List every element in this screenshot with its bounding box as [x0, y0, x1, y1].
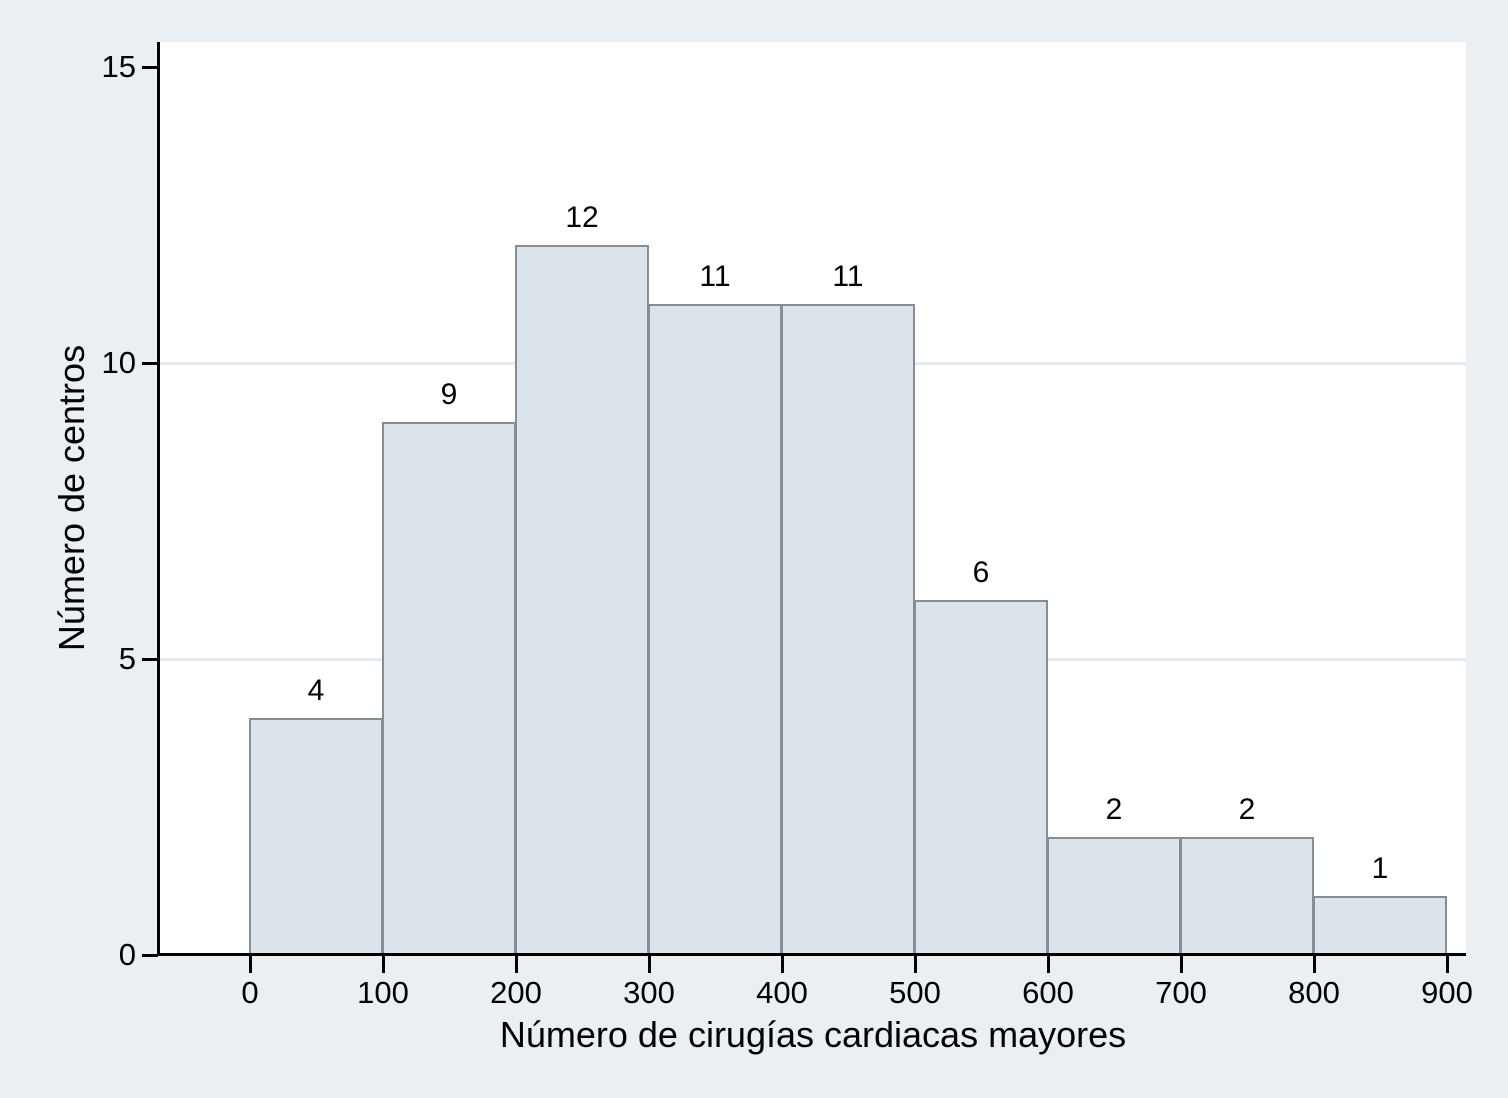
x-tick-label: 900 — [1421, 975, 1473, 1010]
y-axis-title: Número de centros — [51, 344, 92, 652]
x-tick-label: 500 — [889, 975, 941, 1010]
x-tick-700 — [1180, 956, 1183, 973]
x-tick-100 — [382, 956, 385, 973]
x-axis-title: Número de cirugías cardiacas mayores — [499, 1014, 1127, 1055]
bar-value-label: 9 — [440, 378, 458, 412]
x-axis-line — [157, 953, 1466, 956]
x-tick-label: 800 — [1288, 975, 1340, 1010]
histogram-bar — [648, 303, 782, 955]
x-tick-400 — [781, 956, 784, 973]
bar-value-label: 1 — [1371, 851, 1389, 885]
x-tick-label: 300 — [623, 975, 675, 1010]
x-tick-label: 100 — [357, 975, 409, 1010]
x-tick-label: 600 — [1022, 975, 1074, 1010]
x-tick-label: 400 — [756, 975, 808, 1010]
x-tick-900 — [1446, 956, 1449, 973]
y-axis-line — [157, 42, 160, 956]
x-tick-800 — [1313, 956, 1316, 973]
histogram-bar — [914, 599, 1048, 955]
x-tick-300 — [648, 956, 651, 973]
x-tick-label: 200 — [490, 975, 542, 1010]
histogram-bar — [382, 422, 516, 955]
x-tick-200 — [515, 956, 518, 973]
x-tick-600 — [1047, 956, 1050, 973]
histogram-bar — [1313, 895, 1447, 955]
y-tick-5 — [142, 658, 158, 661]
y-tick-0 — [142, 954, 158, 957]
y-tick-label: 10 — [101, 345, 136, 380]
x-tick-500 — [914, 956, 917, 973]
y-tick-15 — [142, 66, 158, 69]
histogram-bar — [781, 303, 915, 955]
histogram-bar — [515, 244, 649, 955]
histogram-bar — [249, 718, 383, 955]
y-tick-label: 15 — [101, 49, 136, 84]
histogram-bar — [1180, 836, 1314, 955]
bar-value-label: 2 — [1238, 792, 1256, 826]
bar-value-label: 12 — [565, 200, 599, 234]
bar-value-label: 6 — [972, 555, 990, 589]
x-tick-0 — [249, 956, 252, 973]
y-tick-label: 5 — [118, 641, 136, 676]
bar-value-label: 4 — [307, 674, 325, 708]
x-tick-label: 700 — [1155, 975, 1207, 1010]
x-tick-label: 0 — [241, 975, 259, 1010]
bar-value-label: 11 — [699, 259, 731, 293]
histogram-bar — [1047, 836, 1181, 955]
y-tick-10 — [142, 362, 158, 365]
bar-value-label: 11 — [832, 259, 864, 293]
y-tick-label: 0 — [118, 937, 136, 972]
bar-value-label: 2 — [1105, 792, 1123, 826]
